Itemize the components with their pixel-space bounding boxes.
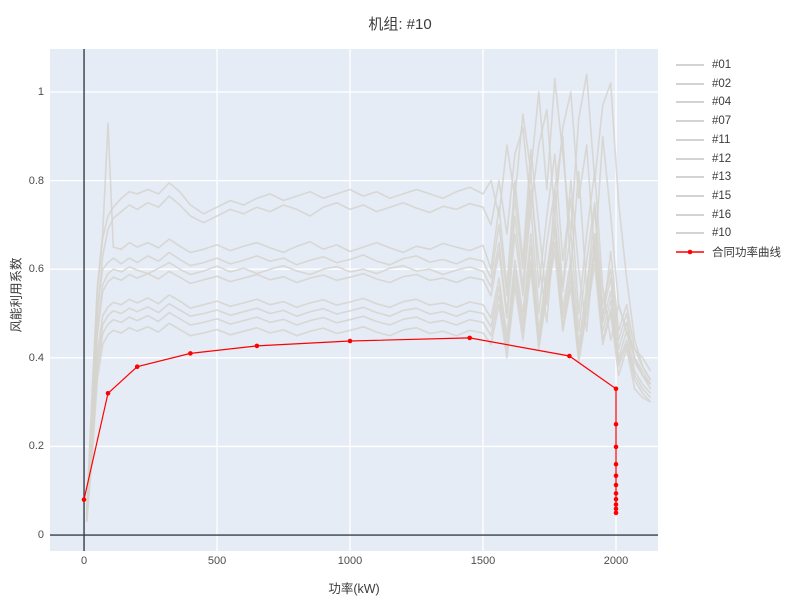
legend-line-sample <box>676 64 704 66</box>
y-tick-label: 0.6 <box>28 263 44 276</box>
legend-label: #16 <box>712 208 732 221</box>
legend-label: #01 <box>712 59 732 71</box>
series-line-10 <box>85 250 651 522</box>
y-tick-label: 0 <box>37 529 44 542</box>
legend-line-sample <box>676 194 704 197</box>
contract-curve-marker <box>613 422 619 427</box>
legend-item-07[interactable]: #07 <box>675 112 731 130</box>
legend-line-sample <box>676 232 704 235</box>
legend-label: #15 <box>712 189 732 202</box>
contract-curve-marker <box>613 444 619 450</box>
legend-item-16[interactable]: #16 <box>675 206 731 224</box>
legend-line-sample <box>676 120 704 123</box>
series-line-07 <box>85 153 652 516</box>
legend-line-sample <box>676 82 704 85</box>
contract-curve-marker <box>81 497 87 502</box>
contract-curve-marker <box>467 335 473 341</box>
legend-line-sample <box>676 101 704 104</box>
legend-line-sample <box>676 213 704 216</box>
legend-item-15[interactable]: #15 <box>675 187 731 205</box>
contract-curve-marker <box>613 386 619 392</box>
series-line-04 <box>85 122 652 513</box>
legend-item-12[interactable]: #12 <box>675 150 731 168</box>
y-tick-label: 0.2 <box>28 440 44 453</box>
series-line-11 <box>85 179 652 518</box>
legend-item-13[interactable]: #13 <box>675 168 731 186</box>
legend-item-02[interactable]: #02 <box>675 75 731 93</box>
legend-label: #10 <box>712 227 732 240</box>
y-tick-label: 0.4 <box>28 351 44 364</box>
contract-curve-marker <box>613 461 619 467</box>
contract-curve-marker <box>613 473 619 479</box>
x-tick-label: 0 <box>80 555 88 567</box>
legend-item-04[interactable]: #04 <box>675 93 731 111</box>
contract-curve-marker <box>188 351 193 356</box>
contract-curve-marker <box>105 391 111 396</box>
legend-item-10[interactable]: #10 <box>675 224 731 242</box>
contract-curve-marker <box>347 338 353 344</box>
legend-label: #02 <box>712 77 732 90</box>
contract-curve-marker <box>254 343 260 349</box>
legend-line-sample <box>676 176 704 179</box>
y-tick-label: 0.8 <box>28 174 44 187</box>
legend-label: #11 <box>712 133 731 146</box>
x-tick-label: 500 <box>207 555 227 567</box>
legend-item-01[interactable]: #01 <box>675 56 731 74</box>
legend-line-marker-sample <box>676 249 704 255</box>
contract-curve-marker <box>613 502 619 507</box>
x-tick-label: 2000 <box>603 555 629 567</box>
legend-line-sample <box>676 157 704 160</box>
x-axis-title: 功率(kW) <box>328 582 380 596</box>
legend-label: #07 <box>712 115 732 128</box>
series-line-12 <box>85 188 652 518</box>
legend-label: #12 <box>712 152 732 165</box>
legend-item-合同功率曲线[interactable]: 合同功率曲线 <box>675 243 781 261</box>
legend-item-11[interactable]: #11 <box>675 131 730 149</box>
contract-curve-marker <box>613 491 619 496</box>
legend-label: 合同功率曲线 <box>712 247 781 259</box>
series-line-02 <box>85 91 652 516</box>
y-tick-label: 1 <box>37 85 44 98</box>
x-tick-label: 1000 <box>337 555 363 567</box>
contract-curve-marker <box>613 496 619 502</box>
legend-label: #04 <box>712 96 732 109</box>
series-line-13 <box>85 215 652 520</box>
legend-label: #13 <box>712 171 732 184</box>
contract-curve-marker <box>613 506 619 512</box>
legend-line-sample <box>676 138 704 141</box>
contract-curve-marker <box>567 353 572 359</box>
chart-title: 机组: #10 <box>368 16 432 33</box>
contract-curve-marker <box>613 510 619 516</box>
x-tick-label: 1500 <box>470 555 496 567</box>
contract-curve-marker <box>134 364 140 370</box>
contract-curve-marker <box>613 482 619 488</box>
